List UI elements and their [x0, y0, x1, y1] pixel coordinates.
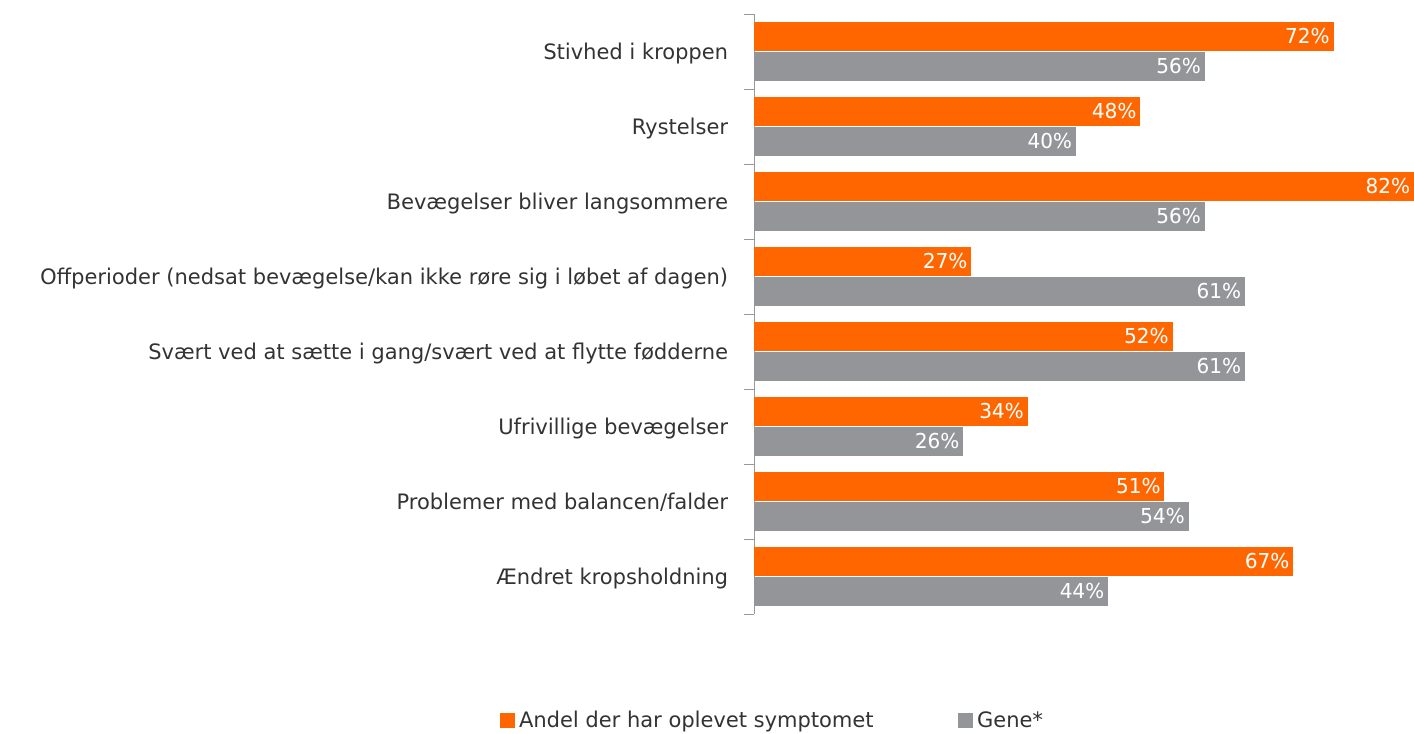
category-label: Ændret kropsholdning	[496, 564, 728, 589]
bar	[754, 352, 1245, 381]
category-label: Rystelser	[631, 114, 728, 139]
axis-tick	[744, 14, 754, 15]
bar	[754, 247, 972, 276]
legend-label: Andel der har oplevet symptomet	[519, 708, 874, 732]
value-label: 82%	[1365, 174, 1410, 198]
value-label: 48%	[1091, 99, 1137, 123]
value-label: 72%	[1285, 24, 1330, 48]
bar	[754, 277, 1245, 306]
category-label: Problemer med balancen/falder	[396, 489, 728, 514]
value-label: 61%	[1196, 354, 1241, 378]
value-label: 56%	[1156, 204, 1201, 228]
axis-tick	[744, 389, 754, 390]
bar	[754, 322, 1173, 351]
bar	[754, 577, 1109, 606]
value-label: 54%	[1140, 504, 1185, 528]
bar	[754, 397, 1028, 426]
value-label: 51%	[1116, 474, 1161, 498]
value-label: 61%	[1196, 279, 1241, 303]
bar	[754, 172, 1414, 201]
legend-swatch	[500, 712, 515, 728]
category-label: Svært ved at sætte i gang/svært ved at f…	[148, 339, 728, 364]
bar	[754, 22, 1334, 51]
axis-tick	[744, 539, 754, 540]
legend-item: Andel der har oplevet symptomet	[500, 708, 874, 732]
category-label: Bevægelser bliver langsommere	[386, 189, 728, 214]
axis-line	[754, 14, 755, 614]
axis-tick	[744, 464, 754, 465]
bar	[754, 502, 1189, 531]
axis-tick	[744, 614, 754, 615]
bar	[754, 127, 1076, 156]
value-label: 40%	[1027, 129, 1072, 153]
bar	[754, 52, 1205, 81]
bar	[754, 427, 964, 456]
value-label: 44%	[1059, 579, 1105, 603]
value-label: 34%	[979, 399, 1024, 423]
bar	[754, 202, 1205, 231]
legend-item: Gene*	[958, 708, 1043, 732]
legend-label: Gene*	[977, 708, 1043, 732]
value-label: 52%	[1124, 324, 1169, 348]
value-label: 67%	[1244, 549, 1290, 573]
legend-swatch	[958, 712, 973, 728]
value-label: 56%	[1156, 54, 1201, 78]
bar	[754, 547, 1294, 576]
category-label: Ufrivillige bevægelser	[498, 414, 728, 439]
axis-tick	[744, 89, 754, 90]
axis-tick	[744, 164, 754, 165]
category-label: Offperioder (nedsat bevægelse/kan ikke r…	[40, 264, 728, 289]
axis-tick	[744, 314, 754, 315]
category-label: Stivhed i kroppen	[543, 39, 728, 64]
value-label: 26%	[914, 429, 960, 453]
value-label: 27%	[922, 249, 968, 273]
axis-tick	[744, 239, 754, 240]
bar	[754, 472, 1165, 501]
bar	[754, 97, 1141, 126]
